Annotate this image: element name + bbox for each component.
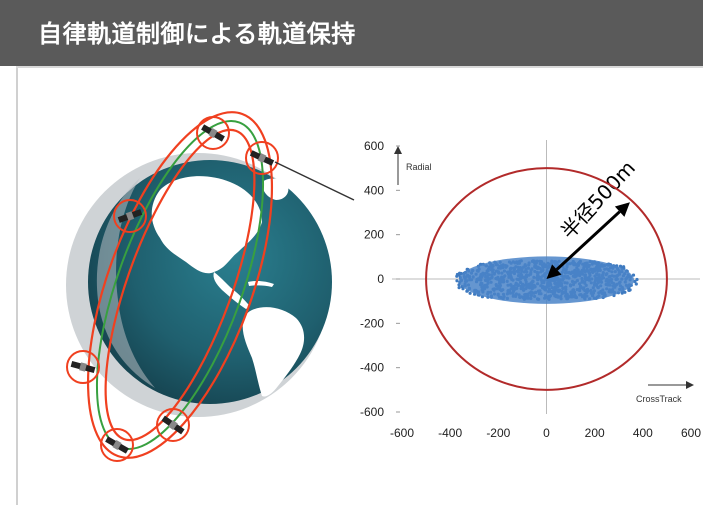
y-tick-label: 200 (364, 228, 384, 242)
scatter-point (618, 264, 623, 268)
scatter-point (455, 279, 459, 283)
y-tick-label: -200 (360, 316, 384, 330)
y-tick-label: 400 (364, 183, 384, 197)
x-tick-label: -600 (390, 426, 414, 440)
scatter-point (633, 279, 637, 284)
south-america-shape (242, 307, 305, 397)
y-tick-label: -400 (360, 361, 384, 375)
y-tick-label: 0 (377, 272, 384, 286)
caribbean-shape (248, 280, 274, 287)
north-america-shape (151, 176, 262, 274)
y-direction-arrowhead (394, 146, 402, 154)
x-tick-label: -200 (486, 426, 510, 440)
x-direction-arrowhead (686, 381, 694, 389)
content-frame-top (16, 66, 703, 68)
greenland-shape (262, 178, 289, 200)
page-title: 自律軌道制御による軌道保持 (38, 20, 356, 48)
scatter-point (635, 277, 639, 282)
y-axis-label: Radial (406, 162, 432, 172)
scatter-point (457, 283, 461, 287)
callout-leader-line (274, 161, 355, 201)
outer-orbit-boundary (86, 111, 274, 459)
x-tick-label: 0 (543, 426, 550, 440)
scatter-point (461, 287, 465, 291)
x-axis-label: CrossTrack (636, 394, 682, 404)
title-bar: 自律軌道制御による軌道保持 (0, 0, 703, 66)
x-tick-label: 600 (681, 426, 701, 440)
scatter-point (455, 274, 459, 278)
scatter-point (631, 273, 636, 277)
satellite-icon (100, 428, 134, 462)
radius-arrow (546, 202, 630, 279)
scatter-point (634, 282, 638, 286)
tolerance-circle (425, 167, 668, 391)
inner-orbit-boundary (104, 128, 256, 442)
satellite-icon (196, 116, 230, 150)
scatter-point (468, 291, 472, 295)
y-tick-labels: 600 400 200 0 -200 -400 -600 (360, 139, 400, 419)
content-frame (16, 66, 703, 505)
x-tick-label: 200 (585, 426, 605, 440)
scatter-point (623, 290, 627, 294)
satellites (66, 116, 279, 462)
x-tick-label: -400 (438, 426, 462, 440)
satellite-icon (245, 141, 279, 175)
x-tick-labels: -600 -400 -200 0 200 400 600 (390, 426, 701, 440)
satellite-icon (113, 199, 147, 233)
satellite-icon (156, 408, 190, 442)
y-tick-label: -600 (360, 405, 384, 419)
scatter-cluster (458, 256, 635, 304)
scatter-points (455, 256, 639, 304)
x-tick-label: 400 (633, 426, 653, 440)
satellite-icon (66, 350, 100, 384)
scatter-point (457, 286, 461, 290)
scatter-chart: 600 400 200 0 -200 -400 -600 -600 -400 -200 0 200 4… (360, 139, 701, 440)
y-tick-label: 600 (364, 139, 384, 153)
